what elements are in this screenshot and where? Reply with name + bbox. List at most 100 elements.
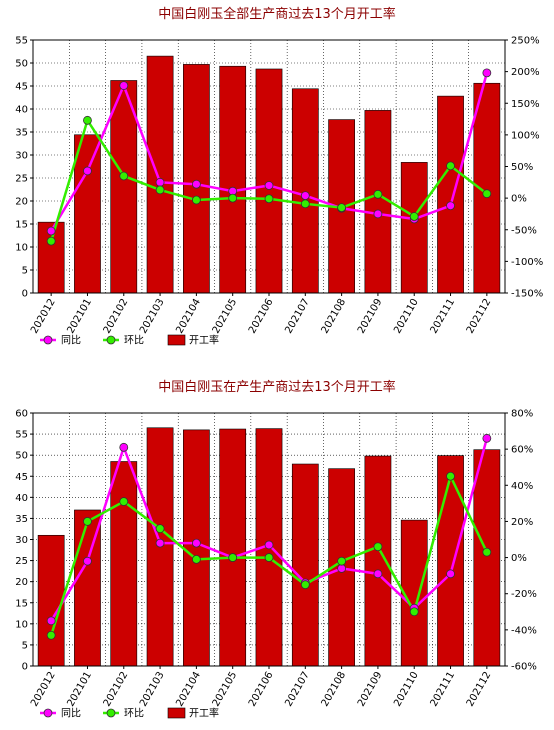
- chart1-legend-yoy-marker: [43, 335, 53, 345]
- chart2-point-mom: [191, 554, 201, 564]
- chart1-xtick-label: 202105: [211, 297, 240, 336]
- chart2-point-mom: [446, 471, 455, 481]
- chart1-point-mom: [373, 189, 383, 199]
- chart1-legend-mom-marker: [106, 335, 116, 345]
- chart1-ytick-label: 0: [22, 289, 28, 300]
- chart2-xtick-label: 202111: [429, 670, 458, 709]
- chart1-xtick-label: 202102: [102, 297, 131, 336]
- chart2-ytick-label: 35: [15, 514, 28, 525]
- chart2-bar: [291, 463, 319, 667]
- chart1-bar: [146, 55, 174, 294]
- chart1-bar: [110, 80, 138, 294]
- chart1-ytick-label: 55: [15, 36, 28, 47]
- chart1-y2tick-label: 100%: [511, 130, 540, 141]
- chart2-title: 中国白刚玉在产生产商过去13个月开工率: [158, 379, 396, 395]
- chart2-ytick-label: 30: [15, 535, 28, 546]
- chart1-xtick-label: 202104: [174, 297, 203, 336]
- chart2-bar: [400, 519, 428, 667]
- chart1-xtick-label: 202109: [356, 297, 385, 336]
- chart2-ytick-label: 50: [15, 451, 28, 462]
- chart2-xtick-label: 202105: [211, 670, 240, 709]
- chart1-y2tick-label: 0%: [511, 194, 527, 205]
- chart1-title: 中国白刚玉全部生产商过去13个月开工率: [158, 6, 396, 22]
- chart1-y2tick-label: 50%: [511, 162, 533, 173]
- chart2-xtick-label: 202109: [356, 670, 385, 709]
- chart1-bar: [291, 88, 319, 294]
- chart1-ytick-label: 40: [15, 105, 28, 116]
- chart1-bar: [183, 64, 210, 294]
- chart2-y2tick-label: 60%: [511, 445, 533, 456]
- chart2-point-yoy: [446, 569, 455, 579]
- chart1-point-mom: [191, 195, 201, 205]
- chart1-xtick-label: 202111: [429, 297, 458, 336]
- chart1-legend-bar-swatch: [167, 334, 186, 346]
- chart2-ytick-label: 20: [15, 577, 28, 588]
- chart2-y2tick-label: 80%: [511, 409, 533, 420]
- chart2-ytick-label: 55: [15, 430, 28, 441]
- chart2-legend-mom-marker: [106, 708, 116, 718]
- chart2-point-yoy: [373, 569, 383, 579]
- chart2-ytick-label: 0: [22, 662, 28, 673]
- chart1-y2tick-label: -100%: [511, 257, 543, 268]
- chart2-xtick-label: 202012: [29, 670, 58, 709]
- chart2-xtick-label: 202102: [102, 670, 131, 709]
- chart2-xtick-label: 202106: [247, 670, 276, 709]
- chart1-point-yoy: [373, 209, 383, 219]
- chart1-bar: [219, 65, 247, 294]
- chart2-legend-yoy-marker: [43, 708, 53, 718]
- chart2-ytick-label: 25: [15, 556, 28, 567]
- chart1-point-yoy: [46, 226, 56, 236]
- chart1-y2tick-label: 150%: [511, 99, 540, 110]
- chart2-point-mom: [228, 553, 238, 562]
- chart2-point-yoy: [337, 564, 347, 573]
- chart1-point-yoy: [300, 191, 310, 200]
- chart2-point-mom: [155, 524, 165, 534]
- chart2-point-yoy: [119, 442, 129, 452]
- chart2-point-yoy: [191, 538, 201, 548]
- chart2-xtick-label: 202101: [65, 670, 94, 709]
- chart2-bar: [110, 461, 138, 667]
- chart2-ytick-label: 60: [15, 409, 28, 420]
- chart2-xtick-label: 202104: [174, 670, 203, 709]
- chart1-y2tick-label: -50%: [511, 225, 537, 236]
- chart1-point-yoy: [482, 68, 492, 78]
- chart1-point-mom: [228, 193, 238, 203]
- chart1-ytick-label: 30: [15, 151, 28, 162]
- chart2-legend-mom-label: 环比: [124, 708, 144, 720]
- chart2-point-mom: [482, 547, 492, 557]
- chart1-point-mom: [155, 185, 165, 195]
- chart2-legend-bar-label: 开工率: [189, 707, 219, 720]
- chart1-point-yoy: [264, 181, 274, 190]
- chart1-ytick-label: 25: [15, 174, 28, 185]
- chart2-point-mom: [300, 580, 310, 590]
- chart1-y2tick-label: 250%: [511, 36, 540, 47]
- chart2-point-yoy: [83, 556, 92, 566]
- chart2-y2tick-label: 0%: [511, 553, 527, 564]
- chart1-point-yoy: [191, 179, 201, 189]
- chart1-bar: [364, 110, 392, 294]
- chart2-legend-bar-swatch: [167, 707, 186, 719]
- chart1-xtick-label: 202107: [283, 297, 312, 336]
- chart2-ytick-label: 45: [15, 472, 28, 483]
- chart1-point-yoy: [155, 177, 165, 187]
- chart1-xtick-label: 202108: [320, 297, 349, 336]
- chart1-point-mom: [300, 199, 310, 209]
- chart1-ytick-label: 10: [15, 243, 28, 254]
- chart1-ytick-label: 5: [22, 266, 28, 277]
- chart2-bar: [437, 455, 464, 667]
- chart1-ytick-label: 20: [15, 197, 28, 208]
- chart1-xtick-label: 202106: [247, 297, 276, 336]
- chart2-point-yoy: [482, 433, 492, 443]
- chart1-xtick-label: 202103: [138, 297, 167, 336]
- chart2-ytick-label: 15: [15, 598, 28, 609]
- chart2-bar: [219, 428, 247, 667]
- chart1-point-mom: [46, 236, 56, 246]
- chart2-xtick-label: 202112: [465, 670, 494, 709]
- chart1-ytick-label: 50: [15, 59, 28, 70]
- chart1-bar: [400, 162, 428, 294]
- chart2-point-yoy: [155, 538, 165, 548]
- chart1-legend-bar-label: 开工率: [189, 334, 219, 347]
- chart2: 中国白刚玉在产生产商过去13个月开工率 0 5 10 15 20 25 30 35 40 45 50 5…: [15, 379, 537, 720]
- chart2-bar: [473, 449, 501, 667]
- chart1-point-yoy: [446, 201, 455, 211]
